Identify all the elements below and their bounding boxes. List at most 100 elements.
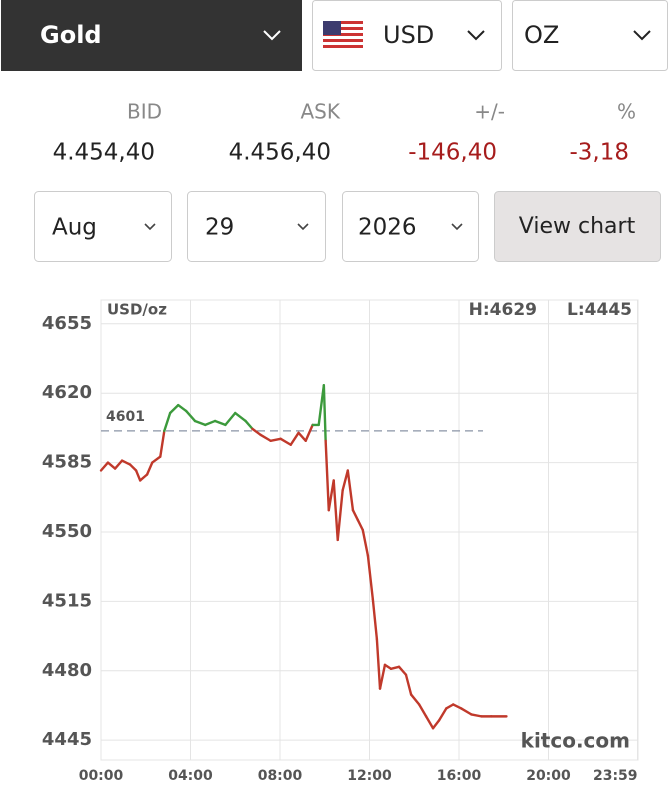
metal-select[interactable] <box>1 0 302 71</box>
price-segment <box>445 703 455 710</box>
price-segment <box>389 665 401 670</box>
change-value: -146,40 <box>408 140 497 166</box>
price-segment <box>128 463 138 472</box>
year-select[interactable] <box>342 191 479 262</box>
price-segment <box>99 461 110 472</box>
view-chart-button[interactable] <box>494 191 661 262</box>
price-segment <box>383 663 393 670</box>
y-tick-label: 4550 <box>42 521 92 542</box>
chevron <box>633 30 651 41</box>
price-segment <box>151 455 162 464</box>
y-tick-label: 4585 <box>42 452 92 473</box>
price-segment <box>138 473 149 482</box>
price-segment <box>336 489 344 542</box>
price-segment <box>234 411 247 423</box>
high-label: H:4629 <box>469 300 537 320</box>
price-segment <box>113 459 124 470</box>
price-segment <box>168 403 180 415</box>
price-segment <box>304 423 314 442</box>
price-segment <box>269 437 282 442</box>
y-axis-label: USD/oz <box>107 301 167 319</box>
bid-value: 4.454,40 <box>53 140 155 166</box>
day-label: 29 <box>205 215 234 241</box>
quote-header: ASK <box>301 100 341 124</box>
x-tick-label: 04:00 <box>168 768 213 784</box>
price-segment <box>431 719 441 730</box>
price-segment <box>163 411 172 433</box>
price-segment <box>424 715 435 730</box>
x-tick-label: 20:00 <box>526 768 571 784</box>
chevron <box>297 223 309 231</box>
currency-select[interactable] <box>312 0 502 71</box>
price-segment <box>193 419 207 427</box>
price-segment <box>204 419 217 427</box>
button-label: View chart <box>519 214 636 239</box>
quote-header: BID <box>127 100 162 124</box>
quote-header: % <box>617 100 636 124</box>
price-segment <box>213 419 227 427</box>
chevron <box>263 30 281 41</box>
percent-value: -3,18 <box>569 140 629 166</box>
price-segment <box>279 437 292 446</box>
month-label: Aug <box>52 215 97 241</box>
price-segment <box>244 419 254 431</box>
price-segment <box>404 673 413 696</box>
price-segment <box>397 665 408 676</box>
metal-label: Gold <box>40 21 102 49</box>
y-tick-label: 4515 <box>42 590 92 611</box>
low-label: L:4445 <box>567 300 632 320</box>
price-segment <box>356 518 364 532</box>
price-segment <box>224 411 237 427</box>
x-tick-label: 16:00 <box>437 768 482 784</box>
price-segment <box>259 433 272 442</box>
price-segment <box>297 431 307 442</box>
x-tick-label: 00:00 <box>79 768 124 784</box>
y-tick-label: 4480 <box>42 660 92 681</box>
y-tick-label: 4655 <box>42 313 92 334</box>
currency-label: USD <box>383 21 434 49</box>
us-flag <box>323 21 363 48</box>
unit-select[interactable] <box>512 0 668 71</box>
price-segment <box>322 384 327 442</box>
price-segment <box>409 693 421 706</box>
watermark: kitco.com <box>521 729 630 753</box>
price-segment <box>324 439 330 512</box>
price-segment <box>341 469 349 492</box>
price-segment <box>159 429 166 458</box>
price-segment <box>251 427 262 437</box>
unit-label: OZ <box>524 21 559 49</box>
price-segment <box>361 528 370 557</box>
day-select[interactable] <box>187 191 326 262</box>
price-segment <box>375 637 382 690</box>
x-tick-label: 12:00 <box>347 768 392 784</box>
chevron <box>451 223 463 231</box>
price-segment <box>451 703 463 710</box>
x-tick-label: 08:00 <box>258 768 303 784</box>
x-tick-label: 23:59 <box>593 768 638 784</box>
price-segment <box>134 469 142 482</box>
quote-header: +/- <box>474 100 505 124</box>
price-segment <box>332 479 339 542</box>
price-segment <box>351 508 360 522</box>
price-segment <box>106 461 117 470</box>
price-segment <box>366 554 375 601</box>
price-segment <box>378 663 387 690</box>
month-select[interactable] <box>34 191 172 262</box>
price-segment <box>145 461 154 476</box>
ask-value: 4.456,40 <box>229 140 331 166</box>
reference-label: 4601 <box>106 409 145 425</box>
price-segment <box>185 409 197 423</box>
year-label: 2026 <box>358 215 417 241</box>
y-tick-label: 4620 <box>42 382 92 403</box>
price-segment <box>120 459 132 466</box>
chevron <box>467 30 485 41</box>
price-segment <box>437 707 448 722</box>
price-segment <box>176 403 188 413</box>
price-segment <box>289 431 300 446</box>
price-segment <box>470 713 483 718</box>
price-segment <box>346 469 355 512</box>
price-segment <box>417 703 428 718</box>
price-segment <box>460 707 473 716</box>
y-tick-label: 4445 <box>42 729 92 750</box>
